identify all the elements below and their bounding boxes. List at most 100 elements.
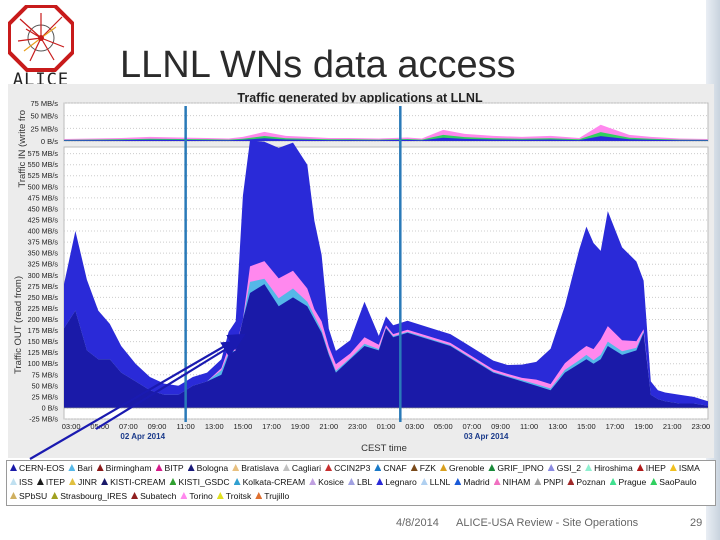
- legend-label: Torino: [189, 491, 213, 501]
- x-tick-label: 15:00: [577, 422, 596, 431]
- legend-swatch: [10, 464, 17, 471]
- out-y-tick-label: 425 MB/s: [28, 215, 59, 224]
- legend-item: Trujillo: [255, 491, 289, 501]
- out-y-tick-label: 475 MB/s: [28, 193, 59, 202]
- in-y-tick-label: 25 MB/s: [30, 124, 58, 133]
- legend-item: Birmingham: [96, 463, 152, 473]
- out-y-tick-label: 125 MB/s: [28, 348, 59, 357]
- legend-swatch: [534, 478, 542, 485]
- legend-swatch: [187, 464, 195, 471]
- slide-title: LLNL WNs data access: [120, 44, 516, 86]
- legend-item: CERN-EOS: [10, 463, 64, 473]
- legend-label: Poznan: [576, 477, 606, 487]
- in-series-area: [64, 136, 708, 141]
- legend-item: Strasbourg_IRES: [51, 491, 127, 501]
- legend-swatch: [440, 464, 447, 471]
- in-y-tick-label: 0 B/s: [41, 137, 58, 146]
- x-tick-labels: 03:00 05:00 07:00 09:00 11:00 13:00 15:00 17:00…: [62, 422, 710, 431]
- legend-swatch: [68, 478, 76, 485]
- x-tick-label: 13:00: [205, 422, 224, 431]
- in-series-area: [64, 132, 708, 141]
- legend-swatch: [155, 464, 163, 471]
- x-tick-label: 09:00: [148, 422, 167, 431]
- legend-item: Cagliari: [282, 463, 321, 473]
- legend-swatch: [669, 464, 677, 471]
- legend-swatch: [10, 478, 17, 485]
- legend-label: Strasbourg_IRES: [60, 491, 128, 501]
- legend-label: Hiroshima: [594, 463, 633, 473]
- legend-label: Bari: [77, 463, 93, 473]
- legend-item: Kosice: [309, 477, 344, 487]
- legend-label: ISS: [19, 477, 33, 487]
- legend-item: CNAF: [374, 463, 407, 473]
- legend-row-3: SPbSU Strasbourg_IRES Subatech Torino Troits…: [10, 491, 293, 504]
- out-y-tick-label: 550 MB/s: [28, 160, 59, 169]
- out-y-tick-label: 275 MB/s: [28, 282, 59, 291]
- legend-label: SaoPaulo: [659, 477, 697, 487]
- legend-label: CERN-EOS: [19, 463, 65, 473]
- legend-item: NIHAM: [493, 477, 530, 487]
- legend-swatch: [96, 464, 104, 471]
- footer-text: ALICE-USA Review - Site Operations: [456, 517, 639, 529]
- legend-label: LBL: [356, 477, 373, 487]
- legend-swatch: [376, 478, 384, 485]
- legend-item: IHEP: [636, 463, 666, 473]
- legend-swatch: [567, 478, 575, 485]
- legend-label: Kolkata-CREAM: [242, 477, 306, 487]
- legend-swatch: [454, 478, 462, 485]
- legend-item: Bratislava: [232, 463, 279, 473]
- x-tick-label: 13:00: [548, 422, 567, 431]
- legend-label: BITP: [164, 463, 184, 473]
- x-tick-label: 23:00: [348, 422, 367, 431]
- out-y-tick-label: 225 MB/s: [28, 304, 59, 313]
- legend-label: CCIN2P3: [334, 463, 371, 473]
- legend-item: LBL: [347, 477, 373, 487]
- out-y-tick-label: 325 MB/s: [28, 260, 59, 269]
- legend-swatch: [650, 478, 658, 485]
- x-tick-label: 01:00: [377, 422, 396, 431]
- legend-swatch: [347, 478, 355, 485]
- legend-swatch: [233, 478, 241, 485]
- in-series-area: [64, 124, 708, 141]
- out-y-tick-label: 300 MB/s: [28, 271, 59, 280]
- legend-item: JINR: [68, 477, 97, 487]
- legend-item: Prague: [609, 477, 646, 487]
- legend-label: SPbSU: [19, 491, 48, 501]
- legend-row-2: ISS ITEP JINR KISTI-CREAM KISTI_GSDC Kolkata-…: [10, 477, 701, 490]
- legend-label: IHEP: [645, 463, 666, 473]
- legend-item: Madrid: [454, 477, 490, 487]
- out-y-tick-label: 400 MB/s: [28, 227, 59, 236]
- x-tick-label: 07:00: [119, 422, 138, 431]
- legend-label: Bologna: [196, 463, 229, 473]
- legend-swatch: [131, 492, 139, 499]
- out-y-tick-label: 75 MB/s: [32, 370, 59, 379]
- legend-item: Legnaro: [376, 477, 417, 487]
- out-y-tick-label: 50 MB/s: [32, 381, 59, 390]
- legend-swatch: [420, 478, 428, 485]
- chart-title: Traffic generated by applications at LLN…: [237, 91, 483, 105]
- traffic-chart: Traffic generated by applications at LLN…: [8, 84, 714, 460]
- legend-swatch: [309, 478, 317, 485]
- legend-item: GSI_2: [547, 463, 581, 473]
- legend-swatch: [585, 464, 593, 471]
- legend-label: PNPI: [543, 477, 564, 487]
- x-tick-label: 09:00: [491, 422, 510, 431]
- annotation-arrow: [95, 340, 240, 430]
- x-tick-label: 03:00: [405, 422, 424, 431]
- out-y-tick-label: 375 MB/s: [28, 238, 59, 247]
- legend-item: Bologna: [187, 463, 229, 473]
- x-tick-label: 17:00: [606, 422, 625, 431]
- legend-item: BITP: [155, 463, 184, 473]
- legend-item: Hiroshima: [585, 463, 633, 473]
- legend-item: PNPI: [534, 477, 563, 487]
- legend-label: Subatech: [140, 491, 177, 501]
- x-tick-label: 03:00: [62, 422, 81, 431]
- x-date-label: 02 Apr 2014: [120, 432, 165, 441]
- x-tick-label: 07:00: [462, 422, 481, 431]
- legend-item: KISTI-CREAM: [101, 477, 165, 487]
- legend-item: CCIN2P3: [325, 463, 370, 473]
- in-panel-ylabel: Traffic IN (write fro: [17, 110, 28, 188]
- legend-swatch: [232, 464, 240, 471]
- out-y-tick-label: 150 MB/s: [28, 337, 59, 346]
- x-tick-label: 11:00: [520, 422, 538, 431]
